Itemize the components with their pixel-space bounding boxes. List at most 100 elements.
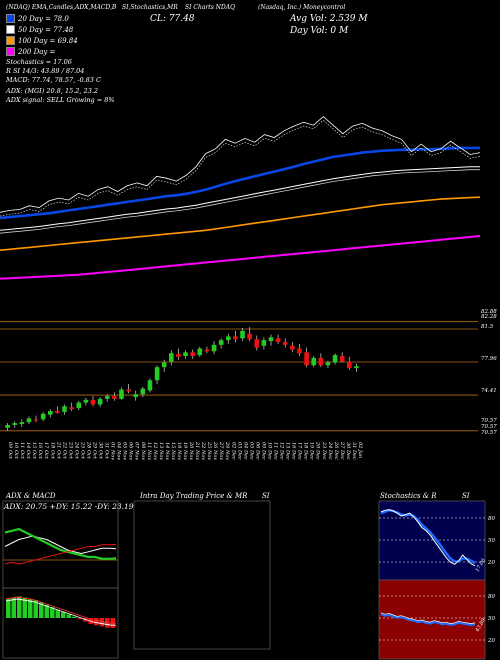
candle-up [354,366,359,369]
candle-up [104,396,110,399]
date-label: 27 Nov [218,441,224,460]
macd-line [5,598,117,626]
date-label: 21 Oct [55,441,61,460]
macd-panel-frame [2,587,119,659]
price-grid [0,321,478,432]
candle-up [26,418,32,423]
stoch-k-line [380,509,476,567]
close-price-line [0,116,481,213]
date-label: 21 Nov [194,441,200,460]
candle-up [62,406,67,412]
candle-up [169,353,174,362]
date-label: 24 Oct [73,441,79,460]
macd-histogram-bar [94,618,99,626]
date-label: 30 Dec [345,442,351,460]
date-label: 15 Nov [170,442,176,460]
candle-up [268,337,274,342]
rsi-panel [378,579,486,660]
candle-up [261,340,267,346]
date-label: 16 Dec [291,442,297,460]
rsi-tick-label: 80 [488,594,495,600]
macd-histogram-bar [11,597,16,618]
date-label: 18 Dec [303,442,309,460]
date-label: 18 Nov [176,442,182,460]
legend-swatch-ema100 [6,36,15,45]
candle-up [183,352,188,356]
legend-label-ema20: 20 Day = 78.0 [18,14,69,23]
candle-up [19,422,25,425]
stochastics-panel [378,500,486,581]
candle-up [133,394,139,397]
candle-up [147,380,153,391]
date-label: 28 Oct [85,441,91,460]
date-label: 27 Dec [339,441,345,460]
candle-down [233,336,238,340]
candle-down [282,342,288,345]
macd-histogram-bar [72,616,77,618]
date-label: 14 Oct [25,442,31,460]
rsi-shadow-line [380,612,476,624]
date-label: 09 Dec [260,442,266,460]
stochastics-panel-title: Stochastics & R [380,492,437,500]
rsi-line [380,613,476,627]
candle-up [225,336,231,341]
candles [5,327,359,431]
candle-up [218,340,224,345]
candle-up [119,389,124,399]
stochastics-si-label: SI [462,492,470,500]
date-label: 04 Nov [116,442,122,460]
intraday-panel-title: Intra Day Trading Price & MR [140,492,248,500]
price-axis-label: 70.57 [481,424,497,430]
adx-panel-frame [2,500,119,589]
date-label: 13 Nov [158,442,164,460]
macd-histogram-bar [77,618,82,620]
date-label: 02 Jan [357,442,363,458]
avg-volume-label: Avg Vol: 2.539 M [290,14,368,24]
date-label: 11 Nov [146,442,152,460]
date-label: 11 Dec [273,442,279,460]
date-label: 29 Nov [224,441,230,460]
candle-down [126,389,131,392]
candle-down [290,345,295,350]
plus-di-line [4,527,117,560]
legend-swatch-ema20 [6,14,15,23]
date-label: 12 Dec [279,442,285,460]
date-label: 13 Dec [285,442,291,460]
ema200-line [0,235,481,280]
date-label: 14 Nov [164,442,170,460]
legend-label-ema50: 50 Day = 77.48 [18,25,74,34]
date-label: 29 Oct [91,441,97,460]
price-axis-label: 82.28 [481,314,497,320]
price-axis-label: 82.88 [481,309,497,315]
candle-up [197,348,203,356]
macd-histogram-bar [55,609,60,618]
date-label: 20 Nov [188,441,194,460]
macd-histogram-bar [22,597,27,618]
candle-up [83,399,89,403]
legend-label-ema200: 200 Day = [18,47,56,56]
macd-histogram-bar [99,618,104,627]
price-axis-label: 70.57 [481,418,497,424]
candle-up [97,398,103,405]
candle-down [318,357,324,366]
chart-header-mid2: SI Charts NDAQ [185,4,235,11]
candle-up [5,424,10,428]
info-adx: ADX: (MGI) 20.8, 15.2, 23.2 [6,87,99,95]
ema50-band-low [0,169,480,234]
rsi-tick-label: 20 [487,638,495,644]
candle-up [154,367,160,381]
macd-signal-line [5,596,117,624]
intraday-si-label: SI [262,492,270,500]
macd-histogram-bar [61,612,66,618]
intraday-panel-frame [133,500,271,650]
macd-histogram-bar [44,604,49,618]
info-adx-signal: ADX signal: SELL Growing = 8% [6,96,115,104]
info-macd: MACD: 77.74, 78.57, -0.83 C [6,76,101,84]
candle-up [161,362,167,368]
info-rsi: R SI 14/3: 43.89 / 87.04 [6,67,85,75]
date-label: 08 Nov [140,442,146,460]
date-label: 24 Dec [327,441,333,460]
legend-ema20: 20 Day = 78.0 [6,14,69,23]
macd-histogram-bar [50,607,55,618]
